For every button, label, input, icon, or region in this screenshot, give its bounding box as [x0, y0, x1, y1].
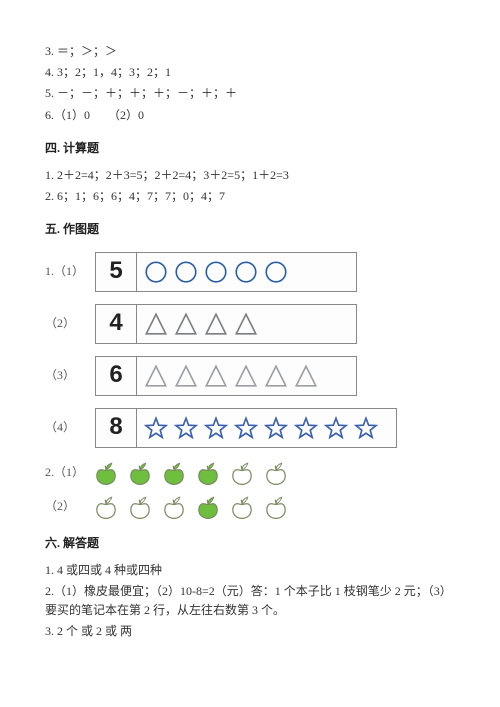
s4-line-2: 2. 6；1；6；6；4；7；7；0；4；7 — [45, 187, 455, 206]
apple-icon — [127, 494, 153, 520]
triangle-icon — [173, 311, 199, 337]
s6-line-1: 1. 4 或四或 4 种或四种 — [45, 561, 455, 580]
apple-icon — [161, 494, 187, 520]
figure-label: 1.（1） — [45, 262, 85, 281]
s4-line-1: 1. 2＋2=4；2＋3=5；2＋2=4；3＋2=5；1＋2=3 — [45, 166, 455, 185]
figure-label: （2） — [45, 314, 85, 333]
apple-row-label: （2） — [45, 497, 85, 516]
section-5-title: 五. 作图题 — [45, 220, 455, 239]
figure-label: （4） — [45, 418, 85, 437]
section-4-title: 四. 计算题 — [45, 139, 455, 158]
figure-shapes — [137, 357, 356, 395]
circle-icon — [173, 259, 199, 285]
s6-line-2: 2.（1）橡皮最便宜；（2）10-8=2（元）答：1 个本子比 1 枝钢笔少 2… — [45, 582, 455, 620]
apple-icon — [263, 460, 289, 486]
top-line-2: 4. 3；2；1，4；3；2；1 — [45, 63, 455, 82]
figure-number: 8 — [96, 409, 137, 447]
figure-row: 1.（1） 5 — [45, 252, 455, 292]
figure-box: 5 — [95, 252, 357, 292]
apple-row: 2.（1） — [45, 460, 455, 486]
circle-icon — [203, 259, 229, 285]
triangle-icon — [173, 363, 199, 389]
star-icon — [353, 415, 379, 441]
circle-icon — [263, 259, 289, 285]
figures-container: 1.（1） 5 （2） 4 （3） 6 （4） 8 — [45, 252, 455, 448]
apple-icon — [93, 460, 119, 486]
figure-shapes — [137, 409, 396, 447]
triangle-icon — [203, 363, 229, 389]
triangle-icon — [233, 363, 259, 389]
triangle-icon — [143, 363, 169, 389]
star-icon — [233, 415, 259, 441]
apple-icon — [195, 460, 221, 486]
figure-label: （3） — [45, 366, 85, 385]
apple-row-label: 2.（1） — [45, 463, 85, 482]
top-line-1: 3. ＝；＞；＞ — [45, 42, 455, 61]
figure-number: 4 — [96, 305, 137, 343]
figure-row: （2） 4 — [45, 304, 455, 344]
triangle-icon — [233, 311, 259, 337]
figure-row: （4） 8 — [45, 408, 455, 448]
star-icon — [293, 415, 319, 441]
triangle-icon — [203, 311, 229, 337]
circle-icon — [233, 259, 259, 285]
star-icon — [173, 415, 199, 441]
figure-number: 5 — [96, 253, 137, 291]
apples-container: 2.（1） （2） — [45, 460, 455, 520]
section-6-title: 六. 解答题 — [45, 534, 455, 553]
apple-icon — [93, 494, 119, 520]
apple-icon — [229, 460, 255, 486]
figure-box: 6 — [95, 356, 357, 396]
apple-icon — [161, 460, 187, 486]
triangle-icon — [143, 311, 169, 337]
figure-number: 6 — [96, 357, 137, 395]
figure-row: （3） 6 — [45, 356, 455, 396]
figure-shapes — [137, 253, 356, 291]
figure-shapes — [137, 305, 356, 343]
apple-icon — [127, 460, 153, 486]
s6-line-3: 3. 2 个 或 2 或 两 — [45, 622, 455, 641]
star-icon — [263, 415, 289, 441]
apple-row: （2） — [45, 494, 455, 520]
top-line-4: 6.（1）0 （2）0 — [45, 106, 455, 125]
star-icon — [203, 415, 229, 441]
apple-icon — [263, 494, 289, 520]
apple-icon — [195, 494, 221, 520]
circle-icon — [143, 259, 169, 285]
apple-icon — [229, 494, 255, 520]
star-icon — [143, 415, 169, 441]
triangle-icon — [293, 363, 319, 389]
star-icon — [323, 415, 349, 441]
figure-box: 4 — [95, 304, 357, 344]
figure-box: 8 — [95, 408, 397, 448]
triangle-icon — [263, 363, 289, 389]
top-line-3: 5. －；－；＋；＋；＋；－；＋；＋ — [45, 84, 455, 103]
